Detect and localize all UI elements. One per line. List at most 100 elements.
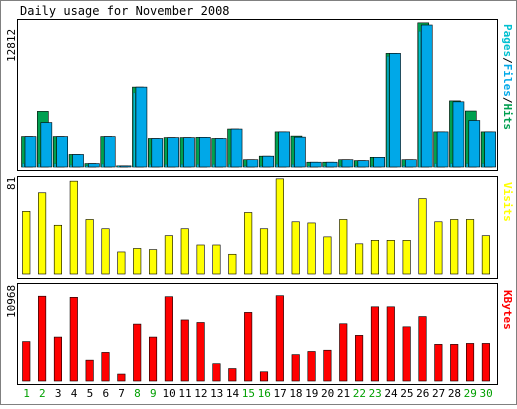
- day-tick-label: 29: [464, 387, 477, 400]
- pages-bar: [371, 165, 374, 168]
- files-bar: [373, 157, 386, 168]
- files-bar: [325, 161, 338, 168]
- files-bar: [294, 136, 306, 168]
- day-tick-label: 5: [87, 387, 94, 400]
- day-tick-label: 22: [353, 387, 366, 400]
- day-tick-label: 12: [194, 387, 207, 400]
- pages-bar: [212, 164, 215, 168]
- kbytes-bar: [196, 322, 205, 382]
- day-tick-label: 24: [384, 387, 398, 400]
- visits-bar: [291, 221, 300, 275]
- kbytes-bar: [69, 297, 78, 382]
- visits-bar: [212, 244, 221, 275]
- visits-bar: [69, 180, 78, 275]
- visits-bar: [370, 240, 380, 275]
- day-tick-label: 10: [163, 387, 176, 400]
- visits-bar: [418, 198, 427, 275]
- day-tick-label: 2: [39, 387, 46, 400]
- pages-bar: [244, 165, 247, 168]
- pages-bar: [386, 56, 390, 168]
- kbytes-bar: [133, 323, 142, 382]
- files-bar: [119, 165, 132, 168]
- pages-bar: [450, 163, 453, 168]
- pages-bar: [466, 163, 469, 168]
- kbytes-bar: [259, 371, 269, 382]
- day-tick-label: 13: [210, 387, 223, 400]
- kbytes-bar: [402, 326, 411, 382]
- files-bar: [24, 136, 37, 168]
- day-tick-label: 17: [273, 387, 286, 400]
- files-bar: [341, 159, 354, 168]
- visits-bar: [307, 222, 316, 275]
- visits-panel-frame: [17, 176, 498, 279]
- kbytes-bar: [275, 295, 284, 382]
- files-bar: [278, 131, 290, 168]
- kbytes-bar: [117, 373, 126, 382]
- files-bar: [135, 86, 148, 168]
- day-tick-label: 25: [400, 387, 413, 400]
- day-tick-label: 19: [305, 387, 318, 400]
- visits-bar: [85, 219, 94, 275]
- visits-bar: [38, 192, 47, 275]
- kbytes-bar: [53, 336, 63, 382]
- kbytes-bar: [370, 306, 380, 382]
- pages-bar: [85, 165, 88, 168]
- day-tick-label: 23: [369, 387, 382, 400]
- files-bar: [40, 122, 53, 168]
- visits-bar: [117, 251, 126, 275]
- visits-bar: [149, 249, 158, 275]
- files-bar: [56, 136, 69, 168]
- visits-bar: [434, 221, 443, 275]
- files-bar: [420, 24, 433, 168]
- pages-bar: [481, 163, 485, 168]
- pages-bar: [117, 165, 120, 168]
- pages-legend-label: Pages: [501, 24, 514, 57]
- kbytes-bar: [212, 363, 221, 382]
- pages-bar: [38, 163, 41, 168]
- files-bar: [262, 155, 275, 168]
- files-bar: [199, 137, 211, 168]
- files-bar: [230, 128, 243, 168]
- legend-separator: /: [501, 97, 514, 104]
- files-legend-label: Files: [501, 64, 514, 97]
- visits-bar: [259, 228, 269, 275]
- pages-bar: [164, 164, 168, 168]
- kbytes-bar: [85, 359, 94, 382]
- kbytes-bar: [339, 323, 348, 382]
- kbytes-bar: [418, 316, 427, 382]
- day-tick-label: 30: [480, 387, 493, 400]
- day-tick-label: 18: [289, 387, 302, 400]
- day-tick-label: 9: [150, 387, 157, 400]
- pages-bar: [402, 165, 405, 168]
- kbytes-bar: [149, 336, 158, 382]
- files-bar: [167, 137, 179, 168]
- visits-bar: [228, 253, 237, 275]
- day-tick-label: 16: [258, 387, 271, 400]
- files-bar: [72, 154, 84, 168]
- pages-bar: [291, 164, 294, 168]
- pages-bar: [434, 163, 437, 168]
- day-tick-label: 14: [226, 387, 240, 400]
- day-tick-label: 26: [416, 387, 429, 400]
- visits-bar: [465, 219, 475, 275]
- visits-bar: [22, 211, 31, 275]
- day-tick-label: 4: [71, 387, 78, 400]
- visits-bar: [323, 236, 332, 275]
- pages-bar: [339, 165, 342, 168]
- day-tick-label: 6: [102, 387, 109, 400]
- pages-bar: [355, 165, 358, 168]
- kbytes-panel-ylabel: KBytes: [501, 290, 514, 330]
- pages-bar: [54, 163, 57, 168]
- files-bar: [103, 136, 116, 168]
- kbytes-bar: [386, 306, 395, 382]
- visits-bar: [101, 228, 110, 275]
- visits-bar: [481, 235, 490, 275]
- day-tick-label: 15: [242, 387, 255, 400]
- day-tick-label: 8: [134, 387, 141, 400]
- hits-max-label: 12812: [5, 29, 18, 62]
- files-bar: [389, 53, 401, 168]
- files-bar: [151, 138, 164, 168]
- kbytes-bar: [101, 352, 110, 382]
- hits-legend-label: Hits: [501, 104, 514, 131]
